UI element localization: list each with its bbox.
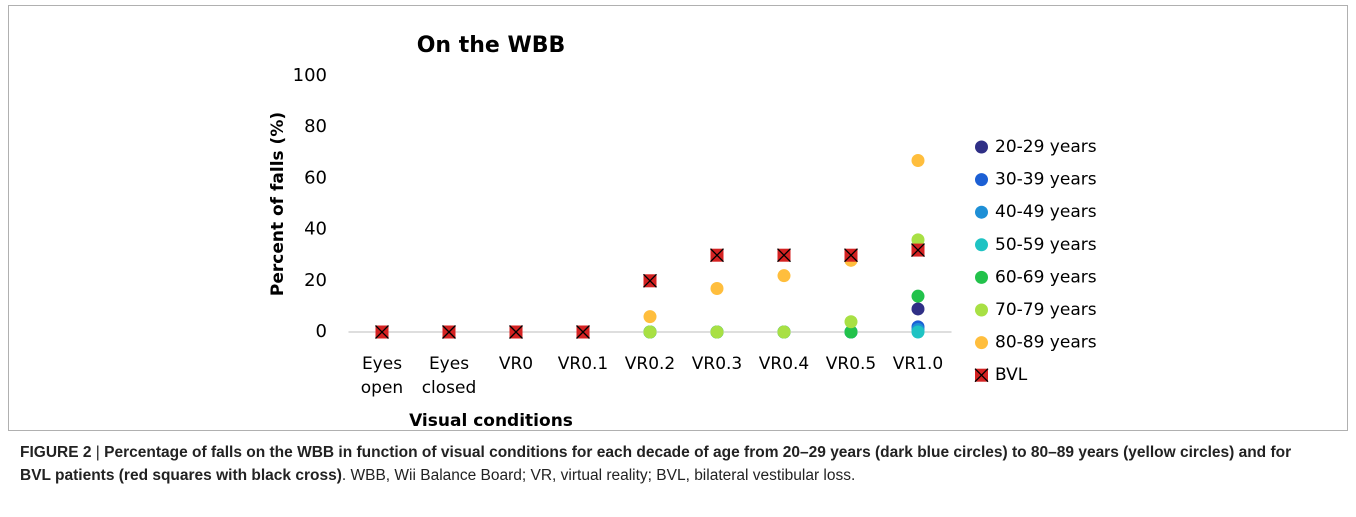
data-point [643, 310, 657, 324]
y-tick-label: 20 [304, 270, 327, 291]
legend-item: 40-49 years [975, 202, 1097, 222]
y-tick-label: 40 [304, 219, 327, 240]
x-tick-label: Eyes open [360, 354, 404, 398]
marker-cross [710, 248, 724, 263]
legend-label: BVL [995, 365, 1028, 385]
marker-cross [375, 325, 389, 339]
y-tick-label: 100 [293, 65, 327, 86]
x-tick-label: VR0.5 [825, 354, 877, 374]
x-tick-label: VR0 [498, 354, 534, 374]
legend-swatch [975, 270, 988, 284]
data-point [911, 289, 925, 303]
data-point [710, 281, 724, 295]
legend-label: 40-49 years [995, 202, 1097, 222]
chart: On the WBB Visual conditions Percent of … [268, 33, 1097, 430]
legend-item: 30-39 years [975, 170, 1097, 190]
data-point [911, 325, 925, 339]
data-point [911, 302, 925, 316]
legend-label: 20-29 years [995, 137, 1097, 157]
data-point [710, 248, 724, 263]
data-point [911, 243, 925, 258]
marker-cross [844, 248, 858, 263]
caption-label: FIGURE 2 [20, 444, 92, 461]
legend-swatch-cross [974, 368, 989, 383]
data-point [710, 325, 724, 339]
data-point [844, 325, 858, 339]
data-point [844, 248, 858, 263]
legend-swatch [975, 140, 988, 154]
marker-cross [911, 243, 925, 258]
legend-item: 50-59 years [975, 235, 1097, 255]
legend-item: 20-29 years [975, 137, 1097, 157]
x-tick-label: Eyes closed [421, 354, 477, 398]
legend-label: 50-59 years [995, 235, 1097, 255]
legend-swatch [975, 173, 988, 187]
x-tick-label: VR0.4 [758, 354, 810, 374]
marker-cross [576, 325, 590, 339]
y-tick-label: 60 [304, 167, 327, 188]
data-point [643, 325, 657, 339]
caption-text: . WBB, Wii Balance Board; VR, virtual re… [341, 467, 856, 484]
marker-cross [777, 248, 791, 263]
x-tick-label: VR0.3 [691, 354, 743, 374]
data-point [576, 325, 590, 339]
data-point [777, 325, 791, 339]
y-tick-label: 80 [304, 116, 327, 137]
data-point [844, 315, 858, 329]
caption-bold: Percentage of falls on the WBB in functi… [20, 444, 1292, 484]
legend-label: 70-79 years [995, 300, 1097, 320]
legend-swatch [975, 238, 988, 252]
marker-cross [643, 273, 657, 288]
caption-separator: | [95, 444, 100, 461]
chart-frame: On the WBB Visual conditions Percent of … [8, 5, 1348, 431]
marker-cross [442, 325, 456, 339]
data-point [777, 269, 791, 283]
data-point [643, 273, 657, 288]
data-point [375, 325, 389, 339]
legend-swatch [975, 336, 988, 350]
data-point [911, 153, 925, 167]
legend-item: 80-89 years [975, 333, 1097, 353]
legend-label: 80-89 years [995, 333, 1097, 353]
x-axis-title: Visual conditions [409, 411, 573, 430]
legend-item: 70-79 years [975, 300, 1097, 320]
legend-item: BVL [974, 365, 1028, 385]
data-point [911, 233, 925, 247]
data-point [442, 325, 456, 339]
x-tick-label: VR0.2 [624, 354, 676, 374]
caption: FIGURE 2 | Percentage of falls on the WB… [20, 441, 1310, 487]
data-point [777, 248, 791, 263]
legend-swatch [975, 205, 988, 219]
chart-title: On the WBB [417, 33, 566, 58]
legend-label: 30-39 years [995, 170, 1097, 190]
marker-cross [509, 325, 523, 339]
legend-swatch [975, 303, 988, 317]
data-point [509, 325, 523, 339]
legend-label: 60-69 years [995, 267, 1097, 287]
legend-item: 60-69 years [975, 267, 1097, 287]
y-axis-title: Percent of falls (%) [268, 112, 288, 296]
x-tick-label: VR1.0 [892, 354, 944, 374]
x-tick-label: VR0.1 [557, 354, 609, 374]
y-tick-label: 0 [316, 321, 327, 342]
